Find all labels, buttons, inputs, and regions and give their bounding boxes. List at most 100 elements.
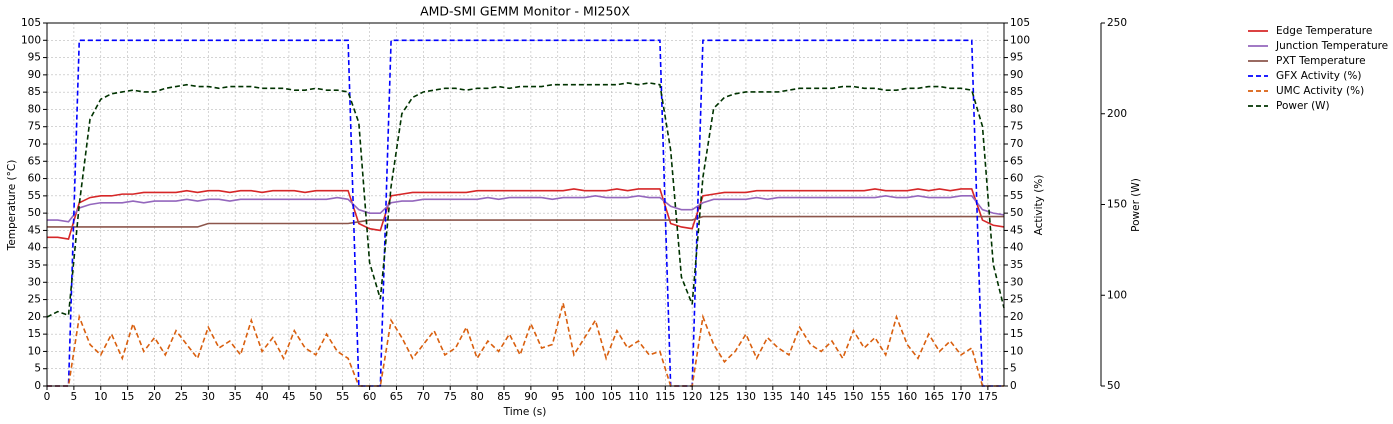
legend-label: GFX Activity (%) [1276, 70, 1361, 82]
x-tick-label: 70 [417, 391, 430, 403]
chart-title: AMD-SMI GEMM Monitor - MI250X [420, 4, 630, 19]
series-line [47, 195, 1005, 223]
x-tick-label: 5 [71, 391, 78, 403]
y-tick-label: 20 [1010, 311, 1023, 323]
x-tick-label: 80 [470, 391, 483, 403]
y-tick-label: 100 [1010, 34, 1030, 46]
x-tick-label: 165 [924, 391, 944, 403]
legend-label: PXT Temperature [1276, 55, 1366, 67]
y-tick-label: 90 [28, 69, 41, 81]
y-tick-label: 10 [28, 345, 41, 357]
y-tick-label: 80 [28, 103, 41, 115]
series-line [47, 39, 1004, 387]
y-axis-label: Temperature (°C) [6, 160, 18, 252]
y-tick-label: 50 [1107, 380, 1120, 392]
x-tick-label: 145 [817, 391, 837, 403]
y-tick-label: 90 [1010, 69, 1023, 81]
y-tick-label: 0 [1010, 380, 1017, 392]
y-tick-label: 20 [28, 311, 41, 323]
y-tick-label: 85 [28, 86, 41, 98]
y-tick-label: 75 [28, 121, 41, 133]
series-line [47, 302, 1004, 387]
y-tick-label: 85 [1010, 86, 1023, 98]
x-tick-label: 130 [736, 391, 756, 403]
y-tick-label: 95 [28, 52, 41, 64]
y-tick-label: 200 [1107, 108, 1127, 120]
y2-axis-label: Activity (%) [1033, 175, 1045, 236]
x-tick-label: 40 [255, 391, 268, 403]
y-tick-label: 95 [1010, 52, 1023, 64]
x-tick-label: 30 [202, 391, 215, 403]
legend-label: Power (W) [1276, 100, 1330, 112]
x-tick-label: 110 [628, 391, 648, 403]
y-tick-label: 55 [28, 190, 41, 202]
legend-label: Edge Temperature [1276, 25, 1372, 37]
y-tick-label: 15 [1010, 328, 1023, 340]
y-tick-label: 250 [1107, 17, 1127, 29]
x-tick-label: 75 [444, 391, 457, 403]
x-tick-label: 25 [175, 391, 188, 403]
series-line [47, 215, 1004, 228]
y-tick-label: 25 [28, 294, 41, 306]
x-tick-label: 100 [575, 391, 595, 403]
x-tick-label: 125 [709, 391, 729, 403]
legend-label: UMC Activity (%) [1276, 85, 1364, 97]
x-tick-label: 150 [843, 391, 863, 403]
x-tick-label: 170 [951, 391, 971, 403]
y-tick-label: 65 [28, 155, 41, 167]
y-tick-label: 105 [1010, 17, 1030, 29]
y-tick-label: 35 [1010, 259, 1023, 271]
y-tick-label: 25 [1010, 294, 1023, 306]
y-tick-label: 55 [1010, 190, 1023, 202]
y-tick-label: 50 [1010, 207, 1023, 219]
y-tick-label: 35 [28, 259, 41, 271]
y3-axis-label: Power (W) [1130, 178, 1142, 232]
y-tick-label: 80 [1010, 103, 1023, 115]
x-tick-label: 65 [390, 391, 403, 403]
x-tick-label: 45 [282, 391, 295, 403]
x-tick-label: 160 [897, 391, 917, 403]
x-tick-label: 55 [336, 391, 349, 403]
y-tick-label: 5 [34, 363, 41, 375]
x-tick-label: 115 [655, 391, 675, 403]
x-tick-label: 60 [363, 391, 376, 403]
y-tick-label: 15 [28, 328, 41, 340]
y-tick-label: 10 [1010, 345, 1023, 357]
x-tick-label: 35 [228, 391, 241, 403]
y-tick-label: 75 [1010, 121, 1023, 133]
y-tick-label: 45 [1010, 224, 1023, 236]
y-tick-label: 40 [1010, 242, 1023, 254]
y-tick-label: 40 [28, 242, 41, 254]
y-tick-label: 30 [1010, 276, 1023, 288]
legend-label: Junction Temperature [1275, 40, 1388, 52]
x-tick-label: 155 [870, 391, 890, 403]
x-tick-label: 105 [601, 391, 621, 403]
x-tick-label: 85 [497, 391, 510, 403]
x-tick-label: 0 [44, 391, 51, 403]
y-tick-label: 70 [28, 138, 41, 150]
x-axis-label: Time (s) [503, 406, 547, 418]
y-tick-label: 65 [1010, 155, 1023, 167]
x-tick-label: 140 [790, 391, 810, 403]
x-tick-label: 20 [148, 391, 161, 403]
x-tick-label: 120 [682, 391, 702, 403]
y-tick-label: 5 [1010, 363, 1017, 375]
y-tick-label: 150 [1107, 199, 1127, 211]
y-tick-label: 60 [1010, 173, 1023, 185]
y-tick-label: 100 [21, 34, 41, 46]
y-tick-label: 105 [21, 17, 41, 29]
y-tick-label: 50 [28, 207, 41, 219]
y-tick-label: 45 [28, 224, 41, 236]
x-tick-label: 175 [978, 391, 998, 403]
x-tick-label: 50 [309, 391, 322, 403]
y-tick-label: 100 [1107, 289, 1127, 301]
x-tick-label: 95 [551, 391, 564, 403]
x-tick-label: 135 [763, 391, 783, 403]
y-tick-label: 30 [28, 276, 41, 288]
y-tick-label: 70 [1010, 138, 1023, 150]
series-line [46, 82, 1005, 318]
y-tick-label: 60 [28, 173, 41, 185]
y-tick-label: 0 [34, 380, 41, 392]
x-tick-label: 90 [524, 391, 537, 403]
